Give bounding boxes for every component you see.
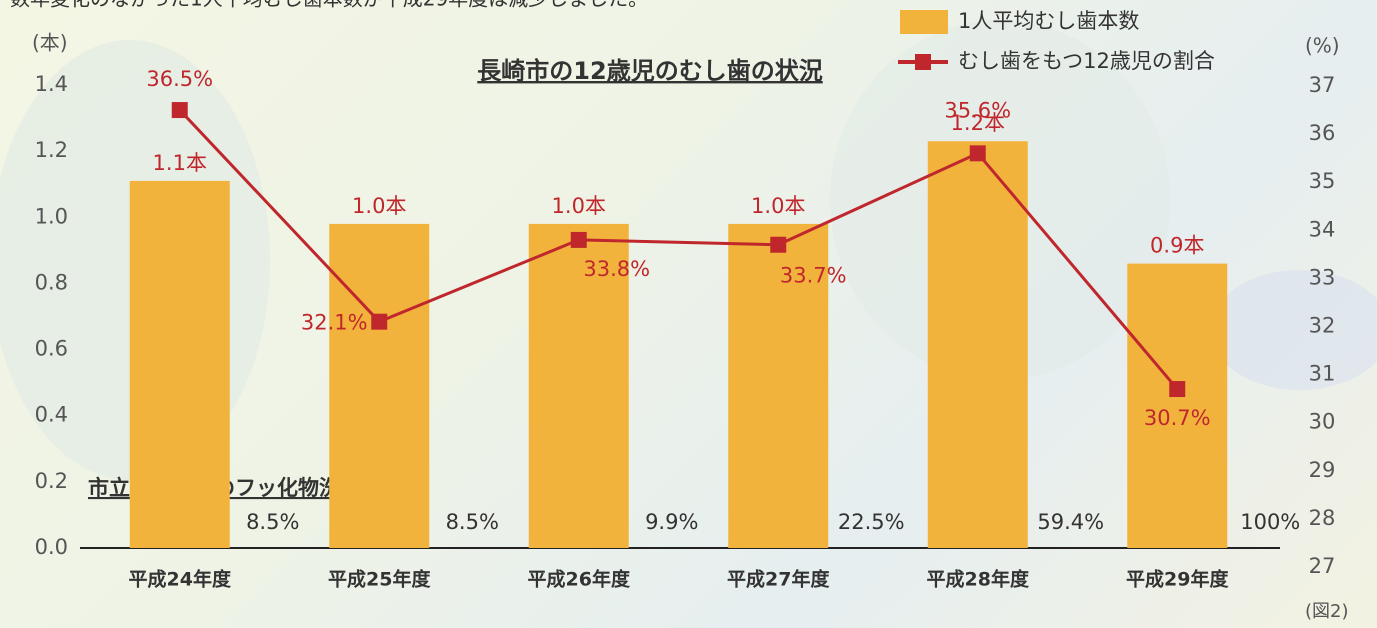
legend-swatch <box>900 10 948 34</box>
bar-value-label: 0.9本 <box>1150 234 1204 258</box>
x-tick-label: 平成25年度 <box>328 568 431 591</box>
y2-tick-label: 28 <box>1309 506 1336 530</box>
y2-tick-label: 32 <box>1309 314 1336 338</box>
y2-tick-label: 29 <box>1309 458 1336 482</box>
y-tick-label: 0.8 <box>35 270 68 294</box>
page: 数年変化のなかった1人平均むし歯本数が平成29年度は減少しました。 長崎市の12… <box>0 0 1377 628</box>
y-axis-unit: (本) <box>32 31 68 55</box>
annotation-label: 100% <box>1240 510 1300 534</box>
line-marker <box>1169 381 1185 397</box>
line-value-label: 36.5% <box>146 67 213 91</box>
y2-tick-label: 36 <box>1309 121 1336 145</box>
y2-tick-label: 35 <box>1309 169 1336 193</box>
line-value-label: 32.1% <box>301 311 368 335</box>
line-value-label: 33.8% <box>583 257 650 281</box>
legend-swatch <box>915 54 931 70</box>
header-text: 数年変化のなかった1人平均むし歯本数が平成29年度は減少しました。 <box>10 0 648 11</box>
y-tick-label: 0.2 <box>35 469 68 493</box>
x-tick-label: 平成28年度 <box>927 568 1030 591</box>
y2-tick-label: 34 <box>1309 217 1336 241</box>
bar-value-label: 1.0本 <box>552 194 606 218</box>
legend-label: 1人平均むし歯本数 <box>958 9 1139 33</box>
bar <box>928 141 1028 548</box>
y2-tick-label: 33 <box>1309 265 1336 289</box>
y-tick-label: 1.4 <box>35 72 68 96</box>
background-illustration <box>1210 270 1377 390</box>
line-marker <box>172 102 188 118</box>
y2-tick-label: 31 <box>1309 362 1336 386</box>
annotation-label: 8.5% <box>246 510 299 534</box>
x-tick-label: 平成24年度 <box>129 568 232 591</box>
y2-tick-label: 30 <box>1309 410 1336 434</box>
y-tick-label: 0.6 <box>35 337 68 361</box>
annotation-label: 59.4% <box>1037 510 1104 534</box>
line-value-label: 35.6% <box>944 98 1011 122</box>
annotation-label: 22.5% <box>838 510 905 534</box>
y-tick-label: 1.2 <box>35 138 68 162</box>
bar <box>130 181 230 548</box>
line-value-label: 33.7% <box>780 264 847 288</box>
chart-title: 長崎市の12歳児のむし歯の状況 <box>477 57 822 85</box>
legend-label: むし歯をもつ12歳児の割合 <box>958 49 1215 73</box>
y-tick-label: 0.0 <box>35 535 68 559</box>
line-marker <box>970 145 986 161</box>
bar-value-label: 1.0本 <box>352 194 406 218</box>
y2-axis-unit: (%) <box>1305 34 1340 58</box>
line-marker <box>571 232 587 248</box>
annotation-label: 8.5% <box>446 510 499 534</box>
bar-value-label: 1.1本 <box>153 151 207 175</box>
x-tick-label: 平成29年度 <box>1126 568 1229 591</box>
line-value-label: 30.7% <box>1144 406 1211 430</box>
line-marker <box>371 314 387 330</box>
y2-tick-label: 37 <box>1309 73 1336 97</box>
y-tick-label: 1.0 <box>35 204 68 228</box>
annotation-label: 9.9% <box>645 510 698 534</box>
y-tick-label: 0.4 <box>35 403 68 427</box>
chart: 数年変化のなかった1人平均むし歯本数が平成29年度は減少しました。 長崎市の12… <box>0 0 1377 628</box>
x-tick-label: 平成27年度 <box>727 568 830 591</box>
y2-tick-label: 27 <box>1309 554 1336 578</box>
x-tick-label: 平成26年度 <box>528 568 631 591</box>
bar-value-label: 1.0本 <box>751 194 805 218</box>
bar <box>329 224 429 548</box>
figure-label: (図2) <box>1305 601 1349 622</box>
line-marker <box>770 237 786 253</box>
